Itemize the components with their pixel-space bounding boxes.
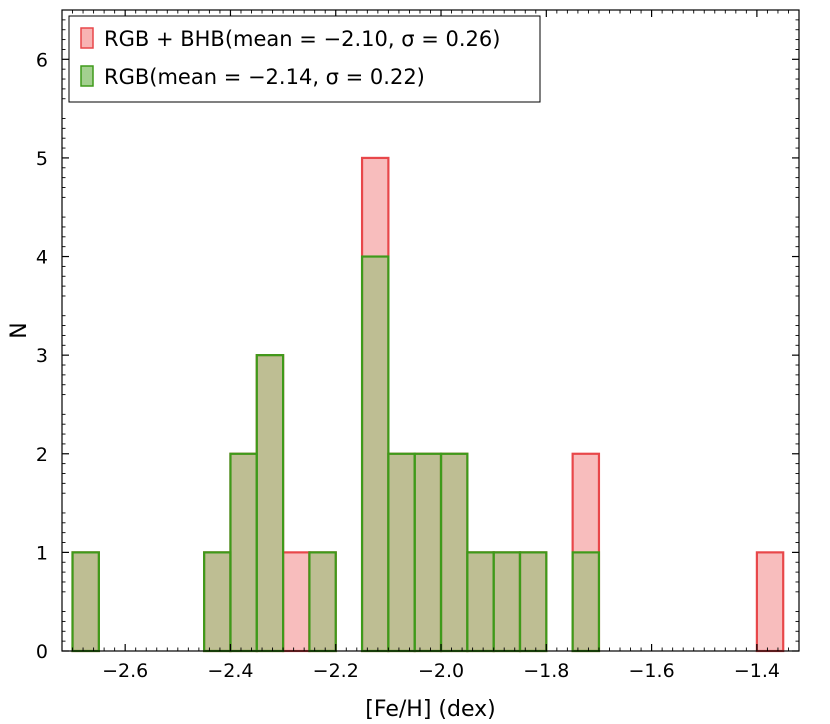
bar-s1-bin11	[518, 551, 548, 653]
bar-s1-bin7	[413, 452, 443, 653]
bar-s1-bin3	[255, 354, 285, 653]
x-tick-label-2: −2.2	[313, 660, 359, 682]
bar-s1-bin4	[308, 551, 337, 653]
bar-s0-bin4	[282, 551, 311, 653]
y-tick-label-1: 1	[36, 542, 48, 564]
bar-s1-bin12	[571, 551, 601, 653]
bar-s1-bin0	[71, 551, 100, 653]
y-tick-label-3: 3	[36, 345, 48, 367]
y-axis-label: N	[7, 322, 32, 338]
legend-swatch-rgb	[80, 65, 94, 87]
x-tick-label-5: −1.6	[629, 660, 675, 682]
bars-layer	[71, 156, 785, 653]
bar-s1-bin2	[229, 452, 258, 653]
y-tick-label-6: 6	[36, 49, 48, 71]
legend-entry-rgb: RGB(mean = −2.14, σ = 0.22)	[104, 65, 425, 89]
legend-box	[68, 15, 541, 103]
y-tick-label-5: 5	[36, 148, 48, 170]
y-tick-label-4: 4	[36, 247, 48, 269]
y-tick-label-0: 0	[36, 641, 48, 663]
x-tick-label-0: −2.6	[102, 660, 148, 682]
bar-s1-bin1	[203, 551, 232, 653]
legend-swatch-rgb-bhb	[80, 27, 94, 49]
bar-s1-bin5	[360, 255, 390, 653]
x-tick-label-1: −2.4	[207, 660, 253, 682]
x-axis-label: [Fe/H] (dex)	[365, 697, 495, 722]
legend-entry-rgb-bhb: RGB + BHB(mean = −2.10, σ = 0.26)	[104, 27, 500, 51]
x-tick-label-6: −1.4	[734, 660, 780, 682]
bar-s1-bin8	[439, 452, 469, 653]
legend: RGB + BHB(mean = −2.10, σ = 0.26) RGB(me…	[68, 15, 541, 103]
x-tick-label-4: −1.8	[523, 660, 569, 682]
bar-s1-bin10	[492, 551, 522, 653]
bar-s1-bin9	[466, 551, 495, 653]
y-tick-label-2: 2	[36, 444, 48, 466]
bar-s1-bin6	[387, 452, 416, 653]
plot-frame	[61, 9, 800, 652]
bar-s0-bin14	[755, 551, 785, 653]
x-tick-label-3: −2.0	[418, 660, 464, 682]
